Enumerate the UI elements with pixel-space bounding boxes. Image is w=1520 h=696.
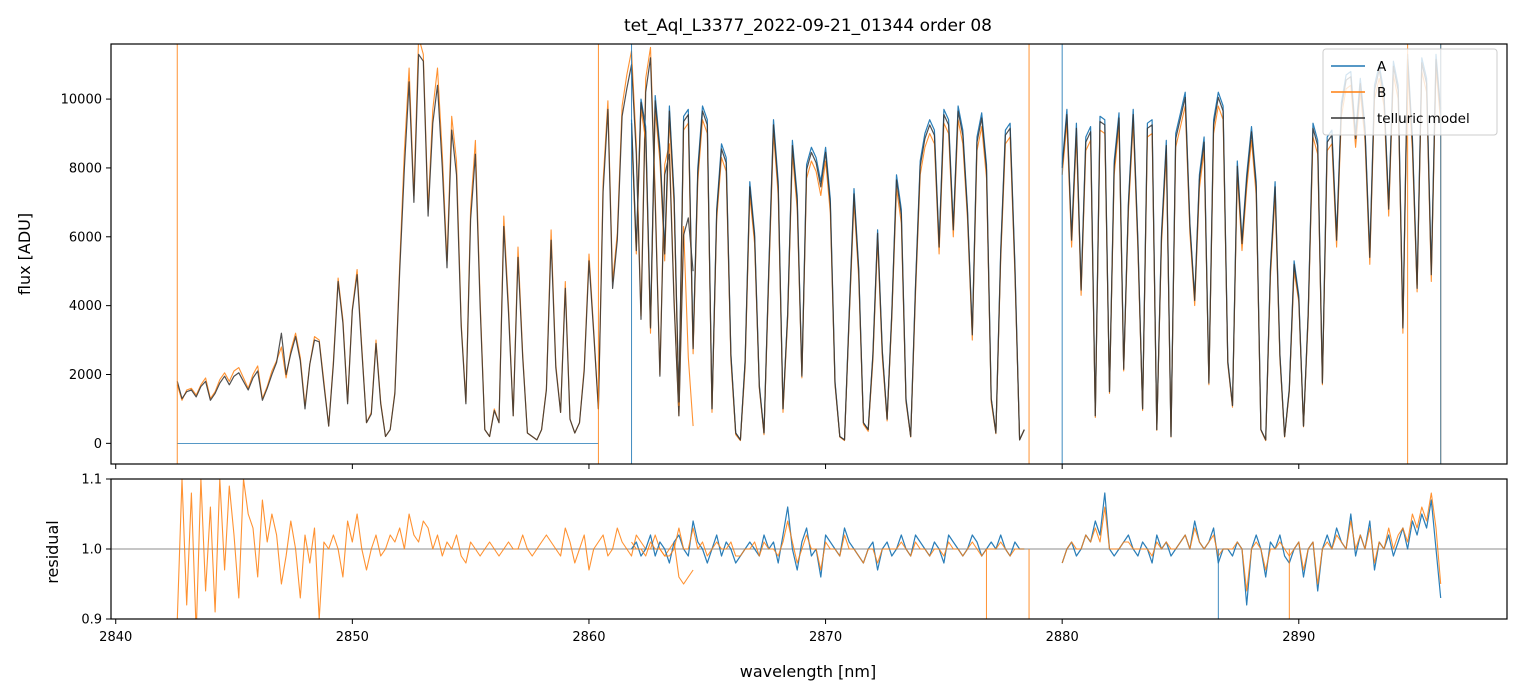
residual-panel: 0.9 1.0 1.1 2840 2850 2860 2870 2880 2890 resid… xyxy=(43,473,1508,645)
residual-plot-area xyxy=(111,479,1507,619)
legend-box xyxy=(1322,48,1498,136)
flux-y-tick-label-4: 6000 xyxy=(69,230,102,245)
residual-y-tick-label-3: 1.1 xyxy=(81,473,102,488)
flux-y-tick-label-6: 10000 xyxy=(61,93,102,108)
flux-y-tick-label-3: 4000 xyxy=(69,299,102,314)
chart-title: tet_Aql_L3377_2022-09-21_01344 order 08 xyxy=(624,16,992,36)
x-tick-label-4: 2870 xyxy=(809,630,842,645)
residual-y-tick-label-1: 0.9 xyxy=(81,613,102,628)
legend: A B telluric model xyxy=(1322,48,1498,136)
x-tick-label-6: 2890 xyxy=(1282,630,1315,645)
x-axis-label: wavelength [nm] xyxy=(740,662,877,681)
legend-label-B: B xyxy=(1377,85,1386,101)
residual-series-B-segment-3 xyxy=(1061,492,1442,592)
flux-x-ticks xyxy=(115,464,1300,469)
residual-y-ticks: 0.9 1.0 1.1 xyxy=(81,473,111,628)
residual-series-B-segment-1 xyxy=(176,479,694,619)
flux-y-axis-label: flux [ADU] xyxy=(15,213,34,295)
flux-y-ticks: 0 2000 4000 6000 8000 10000 xyxy=(61,93,111,452)
x-tick-label-2: 2850 xyxy=(336,630,369,645)
flux-panel: 0 2000 4000 6000 8000 10000 flux [ADU] A B te… xyxy=(15,43,1508,469)
flux-y-tick-label-2: 2000 xyxy=(69,368,102,383)
flux-axes-frame xyxy=(110,43,1508,465)
residual-y-tick-label-2: 1.0 xyxy=(81,543,102,558)
flux-plot-area xyxy=(176,44,1442,464)
residual-x-ticks: 2840 2850 2860 2870 2880 2890 xyxy=(99,619,1315,645)
legend-label-A: A xyxy=(1377,59,1387,75)
x-tick-label-1: 2840 xyxy=(99,630,132,645)
legend-label-model: telluric model xyxy=(1377,111,1470,127)
residual-y-axis-label: residual xyxy=(43,520,62,583)
x-tick-label-5: 2880 xyxy=(1046,630,1079,645)
residual-series-B-segment-2 xyxy=(631,520,1025,571)
flux-y-tick-label-1: 0 xyxy=(94,437,102,452)
x-tick-label-3: 2860 xyxy=(572,630,605,645)
flux-telluric-model-segment-1 xyxy=(176,53,694,441)
flux-y-tick-label-5: 8000 xyxy=(69,161,102,176)
flux-telluric-model-segment-2 xyxy=(630,100,1025,441)
